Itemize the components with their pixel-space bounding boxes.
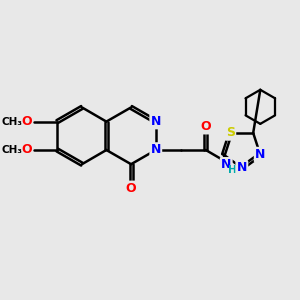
Text: O: O xyxy=(21,115,32,128)
Text: N: N xyxy=(255,148,266,161)
Text: O: O xyxy=(21,143,32,157)
Text: O: O xyxy=(200,120,211,133)
Text: N: N xyxy=(151,143,161,157)
Text: S: S xyxy=(226,127,235,140)
Text: O: O xyxy=(126,182,136,195)
Text: CH₃: CH₃ xyxy=(2,117,23,127)
Text: H: H xyxy=(228,165,237,175)
Text: N: N xyxy=(237,161,247,174)
Text: N: N xyxy=(151,115,161,128)
Text: CH₃: CH₃ xyxy=(2,145,23,155)
Text: N: N xyxy=(221,158,231,171)
